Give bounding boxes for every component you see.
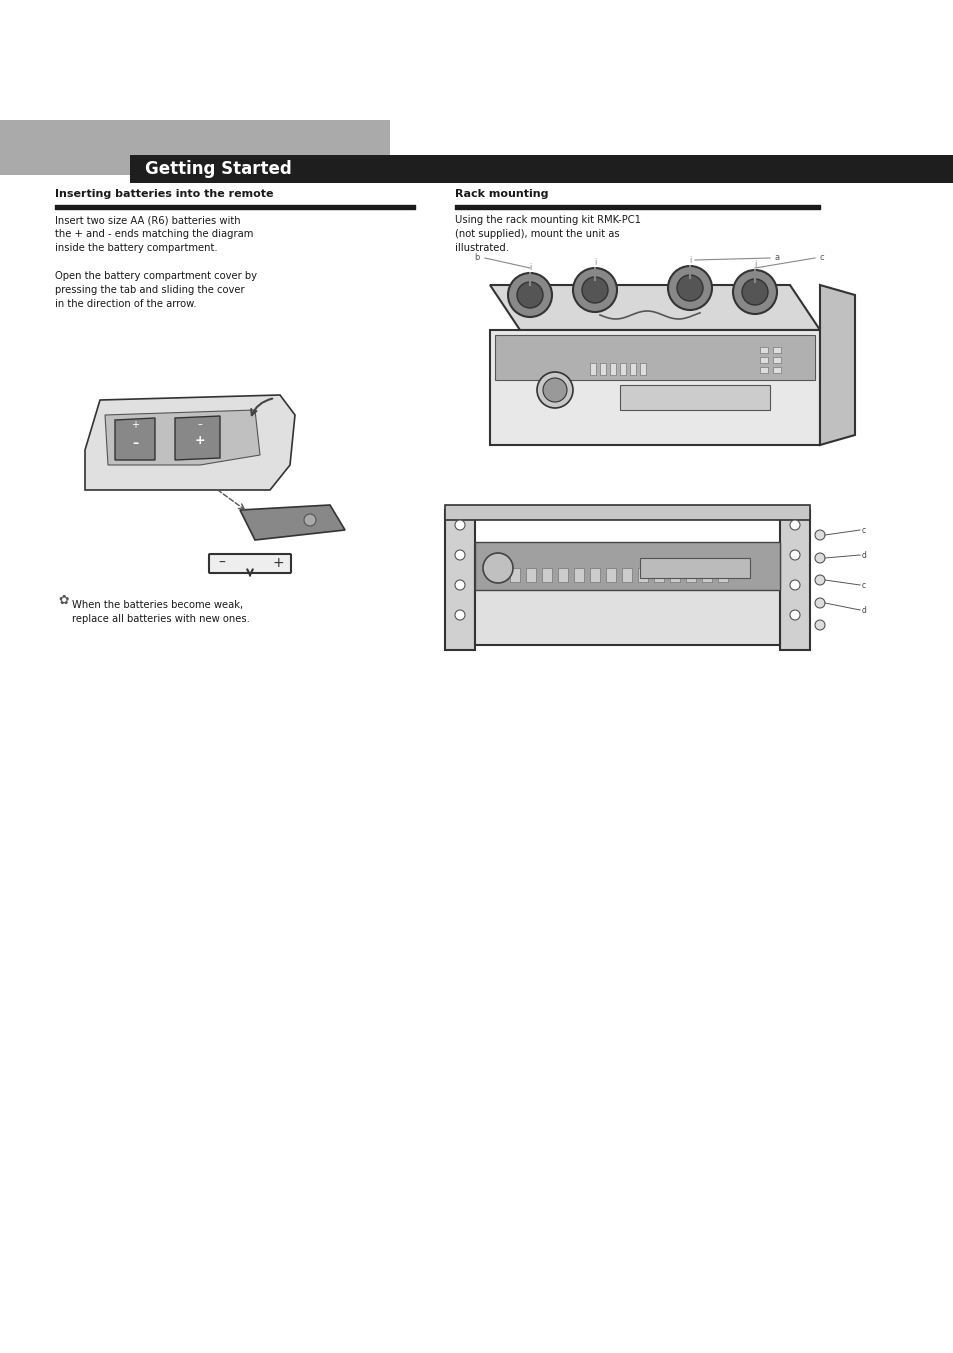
Bar xyxy=(510,568,519,582)
Polygon shape xyxy=(115,418,154,460)
Circle shape xyxy=(814,575,824,584)
Text: i: i xyxy=(528,262,531,272)
Text: Getting Started: Getting Started xyxy=(145,160,292,179)
Circle shape xyxy=(814,598,824,607)
Polygon shape xyxy=(174,415,220,460)
Bar xyxy=(444,505,809,520)
Bar xyxy=(685,568,696,582)
Text: +: + xyxy=(272,556,283,570)
Text: +: + xyxy=(131,419,139,430)
Circle shape xyxy=(581,277,607,303)
Bar xyxy=(599,363,605,375)
Bar xyxy=(609,363,616,375)
Bar xyxy=(130,156,953,183)
Bar xyxy=(475,545,780,645)
Bar xyxy=(619,386,769,410)
Text: d: d xyxy=(862,551,866,560)
Bar xyxy=(780,510,809,649)
Circle shape xyxy=(814,620,824,630)
Circle shape xyxy=(741,279,767,304)
Bar xyxy=(772,357,781,363)
Circle shape xyxy=(455,520,464,530)
Bar xyxy=(541,568,552,582)
Circle shape xyxy=(789,580,800,590)
Text: i: i xyxy=(753,260,756,269)
Bar xyxy=(638,568,647,582)
Circle shape xyxy=(455,610,464,620)
Circle shape xyxy=(573,268,617,313)
Bar xyxy=(701,568,711,582)
Polygon shape xyxy=(495,336,814,380)
Text: –: – xyxy=(197,419,202,429)
Bar xyxy=(639,363,645,375)
Bar xyxy=(558,568,567,582)
Circle shape xyxy=(667,267,711,310)
Bar xyxy=(772,367,781,373)
Text: ✿: ✿ xyxy=(58,594,69,606)
Circle shape xyxy=(789,520,800,530)
Text: Rack mounting: Rack mounting xyxy=(455,189,548,199)
Bar xyxy=(621,568,631,582)
Circle shape xyxy=(789,610,800,620)
Circle shape xyxy=(789,551,800,560)
Text: c: c xyxy=(862,580,865,590)
Text: i: i xyxy=(593,258,596,267)
Text: d: d xyxy=(862,606,866,614)
Bar xyxy=(760,357,767,363)
Circle shape xyxy=(542,377,566,402)
Text: c: c xyxy=(862,525,865,534)
Text: i: i xyxy=(688,256,691,265)
Text: a: a xyxy=(774,253,780,261)
Bar xyxy=(525,568,536,582)
Polygon shape xyxy=(820,285,854,445)
Bar xyxy=(760,346,767,353)
Polygon shape xyxy=(85,395,294,490)
Text: Using the rack mounting kit RMK-PC1
(not supplied), mount the unit as
illustrate: Using the rack mounting kit RMK-PC1 (not… xyxy=(455,215,640,253)
Bar xyxy=(718,568,727,582)
Bar xyxy=(619,363,625,375)
Text: –: – xyxy=(132,437,138,449)
Circle shape xyxy=(732,271,776,314)
Text: Insert two size AA (R6) batteries with
the + and - ends matching the diagram
ins: Insert two size AA (R6) batteries with t… xyxy=(55,215,256,308)
Polygon shape xyxy=(105,410,260,465)
Bar xyxy=(444,510,475,649)
Circle shape xyxy=(507,273,552,317)
Bar xyxy=(475,543,780,590)
Text: c: c xyxy=(820,253,823,261)
Circle shape xyxy=(304,514,315,526)
Bar xyxy=(589,363,596,375)
Polygon shape xyxy=(240,505,345,540)
Bar xyxy=(772,346,781,353)
Bar xyxy=(629,363,636,375)
Text: –: – xyxy=(218,556,225,570)
Bar xyxy=(589,568,599,582)
Bar xyxy=(605,568,616,582)
Circle shape xyxy=(814,530,824,540)
Bar xyxy=(574,568,583,582)
Bar xyxy=(0,120,390,175)
Bar xyxy=(639,557,749,578)
Circle shape xyxy=(455,551,464,560)
Text: When the batteries become weak,
replace all batteries with new ones.: When the batteries become weak, replace … xyxy=(71,599,250,624)
Circle shape xyxy=(455,580,464,590)
FancyBboxPatch shape xyxy=(209,553,291,574)
Text: Inserting batteries into the remote: Inserting batteries into the remote xyxy=(55,189,274,199)
Circle shape xyxy=(517,281,542,308)
Circle shape xyxy=(482,553,513,583)
Text: b: b xyxy=(475,253,479,261)
Polygon shape xyxy=(490,285,820,330)
Circle shape xyxy=(677,275,702,300)
Bar xyxy=(654,568,663,582)
Bar xyxy=(669,568,679,582)
Circle shape xyxy=(537,372,573,409)
Polygon shape xyxy=(490,330,820,445)
Text: +: + xyxy=(194,433,205,446)
Bar xyxy=(760,367,767,373)
Circle shape xyxy=(814,553,824,563)
